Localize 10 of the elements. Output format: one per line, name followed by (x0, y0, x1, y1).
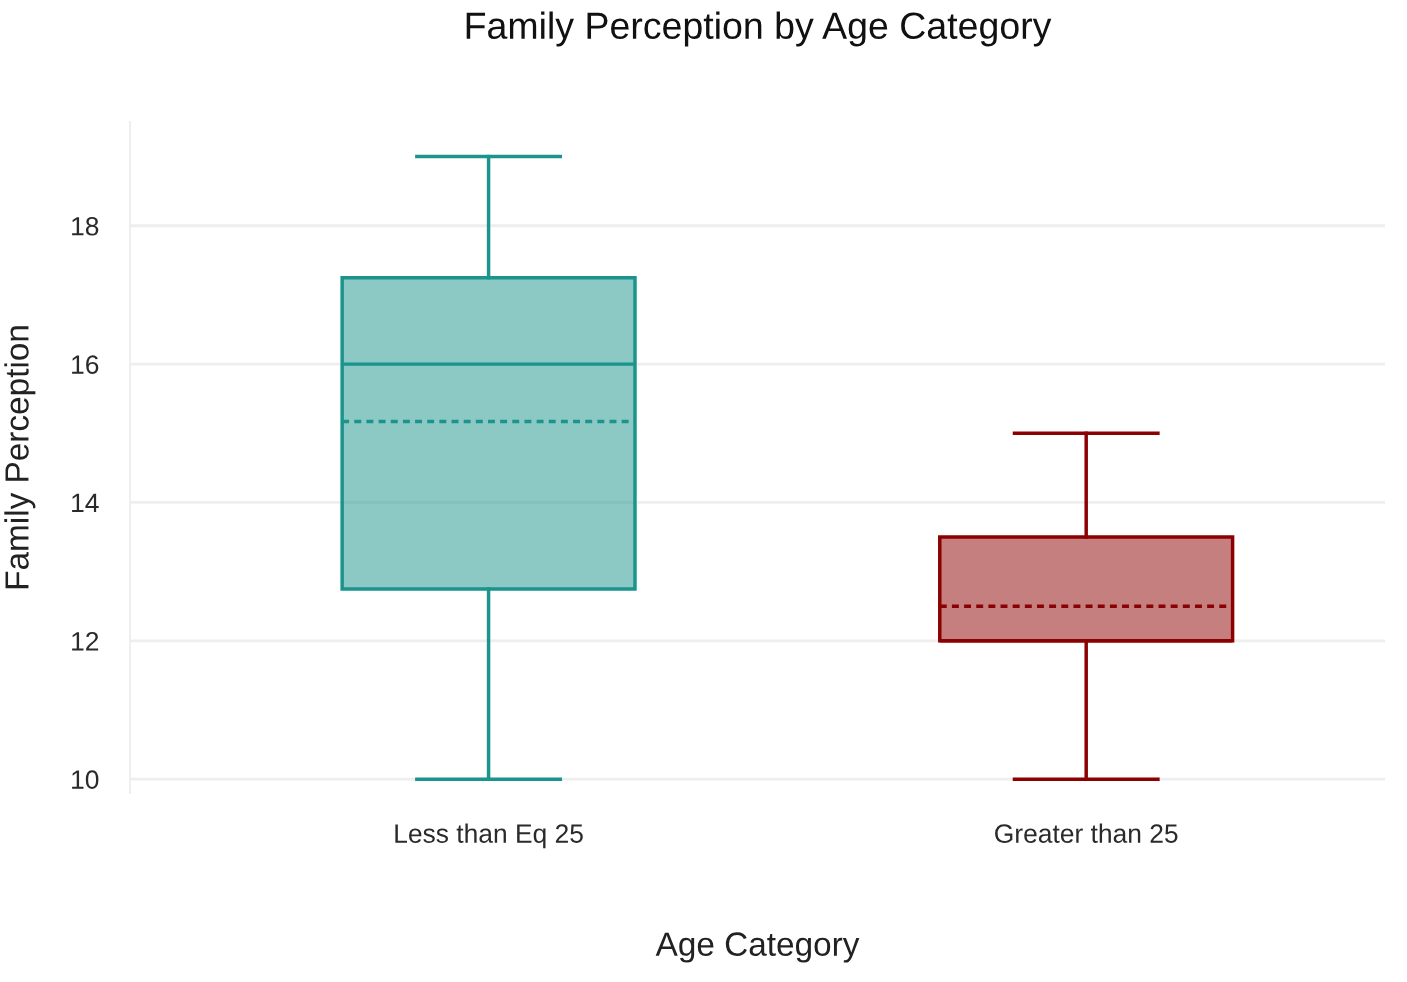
y-tick-label: 16 (72, 355, 99, 374)
x-tick-label: Greater than 25 (995, 823, 1178, 843)
x-tick-label: Less than Eq 25 (395, 823, 583, 849)
chart-title: Family Perception by Age Category (466, 11, 1052, 47)
y-tick-label: 14 (72, 493, 99, 513)
y-axis-title: Family Perception (4, 326, 36, 589)
y-tick-label: 10 (72, 770, 99, 789)
y-tick-label: 12 (72, 631, 99, 651)
y-tick-label: 18 (72, 216, 99, 236)
x-axis-title: Age Category (655, 932, 860, 963)
